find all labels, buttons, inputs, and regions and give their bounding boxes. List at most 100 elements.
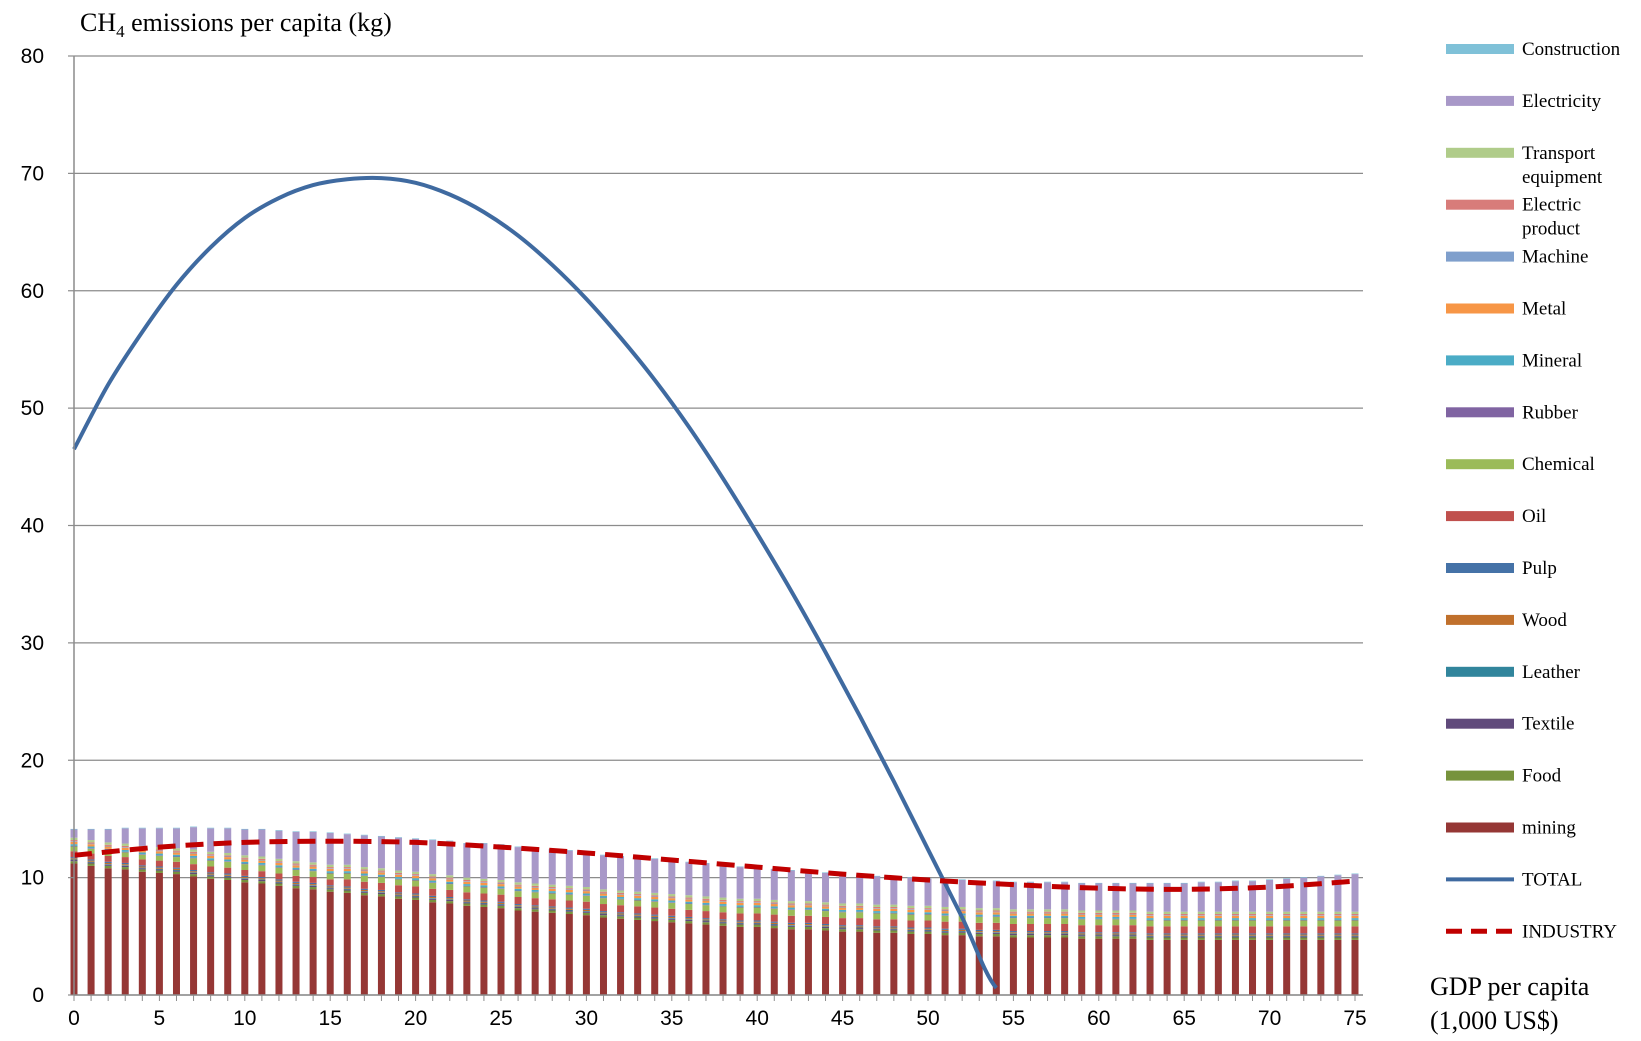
bar-electricity-4 — [138, 828, 146, 846]
y-tick-label-70: 70 — [21, 162, 44, 185]
bar-electric-product-14 — [309, 864, 317, 866]
bar-transport-equipment-45 — [839, 903, 847, 906]
bar-food-44 — [822, 928, 830, 931]
bar-electricity-2 — [104, 829, 112, 843]
bar-metal-27 — [531, 887, 539, 890]
bar-machine-22 — [446, 878, 454, 880]
bar-leather-24 — [480, 902, 488, 904]
bar-textile-68 — [1231, 936, 1239, 938]
bar-electricity-1 — [87, 829, 95, 841]
bar-mining-60 — [1095, 938, 1103, 995]
bar-food-13 — [292, 885, 300, 889]
bar-food-1 — [87, 863, 95, 866]
bar-transport-equipment-40 — [753, 898, 761, 902]
bar-mining-15 — [326, 891, 334, 995]
bar-electricity-5 — [155, 828, 163, 848]
legend-swatch-pulp — [1446, 563, 1514, 573]
bar-textile-51 — [941, 931, 949, 933]
bar-rubber-20 — [412, 879, 420, 881]
bar-mining-37 — [702, 924, 710, 995]
bar-leather-49 — [907, 929, 915, 931]
bar-mining-39 — [736, 926, 744, 995]
bar-machine-44 — [822, 905, 830, 907]
bar-textile-2 — [104, 864, 112, 866]
bar-rubber-53 — [975, 916, 983, 917]
bar-transport-equipment-20 — [412, 871, 420, 875]
bar-construction-31 — [599, 854, 607, 856]
bar-oil-71 — [1283, 926, 1291, 934]
bar-metal-5 — [155, 851, 163, 854]
x-axis-title: GDP per capita (1,000 US$) — [1430, 970, 1589, 1038]
bar-leather-38 — [719, 921, 727, 923]
bar-food-14 — [309, 887, 317, 890]
bar-chemical-61 — [1112, 919, 1120, 926]
bar-transport-equipment-3 — [121, 843, 129, 846]
bar-chemical-53 — [975, 916, 983, 923]
bar-electric-product-54 — [992, 910, 1000, 912]
bar-electric-product-10 — [241, 857, 249, 859]
bar-machine-24 — [480, 882, 488, 883]
bar-electric-product-50 — [924, 908, 932, 910]
bar-wood-70 — [1266, 934, 1274, 936]
bar-pulp-6 — [172, 867, 180, 869]
bar-chemical-48 — [890, 913, 898, 920]
bar-electric-product-6 — [172, 850, 180, 852]
bar-transport-equipment-30 — [582, 887, 590, 890]
bar-pulp-26 — [514, 904, 522, 906]
bar-mineral-11 — [258, 862, 266, 865]
legend-label-wood: Wood — [1522, 610, 1567, 631]
bar-rubber-73 — [1317, 919, 1325, 921]
bar-food-35 — [668, 919, 676, 923]
bar-chemical-44 — [822, 911, 830, 917]
bar-wood-69 — [1249, 934, 1257, 936]
bar-electric-product-66 — [1197, 914, 1205, 916]
bar-chemical-62 — [1129, 919, 1137, 926]
bar-electricity-64 — [1163, 883, 1171, 912]
bar-textile-3 — [121, 865, 129, 868]
bar-metal-48 — [890, 908, 898, 912]
bar-wood-17 — [360, 889, 368, 892]
bar-electric-product-22 — [446, 877, 454, 879]
bar-textile-50 — [924, 930, 932, 932]
bar-metal-28 — [548, 888, 556, 892]
stacked-bars — [70, 826, 1359, 995]
bar-textile-59 — [1078, 935, 1086, 937]
bar-rubber-16 — [343, 872, 351, 874]
legend-label-electric-product-line2: product — [1522, 219, 1581, 240]
bar-wood-25 — [497, 902, 505, 905]
series-lines — [72, 175, 1356, 990]
bar-wood-58 — [1061, 932, 1069, 934]
bar-pulp-10 — [241, 875, 249, 878]
bar-pulp-14 — [309, 882, 317, 885]
bar-pulp-18 — [377, 889, 385, 892]
bar-electric-product-30 — [582, 889, 590, 891]
bar-transport-equipment-53 — [975, 908, 983, 911]
bar-transport-equipment-33 — [634, 891, 642, 895]
bar-electricity-29 — [565, 850, 573, 886]
bar-oil-8 — [207, 866, 215, 873]
bar-pulp-56 — [1026, 931, 1034, 933]
bar-leather-9 — [224, 875, 232, 877]
bar-food-29 — [565, 911, 573, 915]
bar-machine-35 — [668, 897, 676, 899]
bar-construction-34 — [651, 858, 659, 859]
bar-oil-14 — [309, 877, 317, 883]
bar-transport-equipment-43 — [804, 901, 812, 904]
bar-machine-28 — [548, 888, 556, 889]
bar-metal-33 — [634, 895, 642, 899]
bar-electricity-45 — [839, 874, 847, 904]
bar-construction-10 — [241, 828, 249, 830]
bar-construction-47 — [873, 875, 881, 877]
bar-metal-44 — [822, 906, 830, 909]
legend-label-chemical: Chemical — [1522, 454, 1595, 475]
bar-pulp-62 — [1129, 932, 1137, 934]
bar-electricity-49 — [907, 877, 915, 906]
bar-mineral-57 — [1044, 915, 1052, 918]
bar-rubber-19 — [395, 878, 403, 880]
bar-textile-60 — [1095, 935, 1103, 937]
bar-food-22 — [446, 901, 454, 904]
y-tick-label-10: 10 — [21, 867, 44, 890]
bar-chemical-32 — [617, 899, 625, 906]
bar-rubber-13 — [292, 869, 300, 870]
bar-electricity-32 — [617, 856, 625, 891]
